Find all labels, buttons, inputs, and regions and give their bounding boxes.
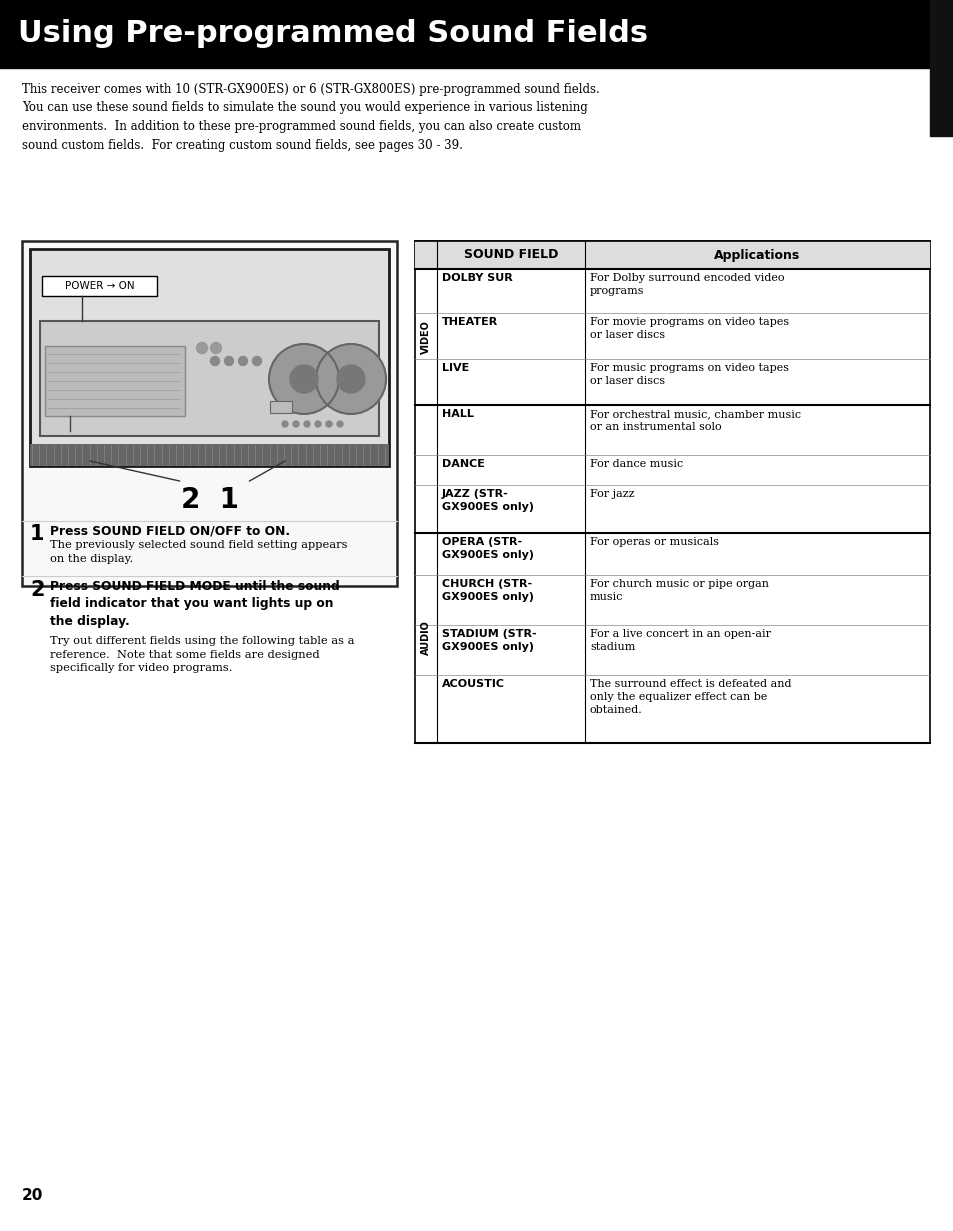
Circle shape (211, 342, 221, 353)
Bar (42, 276, 157, 295)
Bar (0, 0, 929, 68)
Bar (22, 241, 396, 586)
Text: DANCE: DANCE (441, 459, 484, 469)
Text: 2  1: 2 1 (180, 486, 238, 515)
Text: CHURCH (STR-
GX900ES only): CHURCH (STR- GX900ES only) (441, 579, 534, 602)
Text: 2: 2 (30, 580, 45, 599)
Circle shape (238, 357, 247, 366)
Circle shape (253, 357, 261, 366)
Text: For dance music: For dance music (589, 459, 682, 469)
Text: For music programs on video tapes
or laser discs: For music programs on video tapes or las… (589, 363, 788, 385)
Circle shape (336, 421, 343, 427)
Text: SOUND FIELD: SOUND FIELD (463, 249, 558, 261)
Text: HALL: HALL (441, 409, 474, 419)
Circle shape (224, 357, 233, 366)
Circle shape (290, 366, 317, 393)
Bar (929, 0, 953, 135)
Text: STADIUM (STR-
GX900ES only): STADIUM (STR- GX900ES only) (441, 629, 536, 651)
Text: For operas or musicals: For operas or musicals (589, 537, 719, 547)
Text: The surround effect is defeated and
only the equalizer effect can be
obtained.: The surround effect is defeated and only… (589, 680, 791, 715)
Text: POWER → ON: POWER → ON (65, 281, 134, 291)
Text: AUDIO: AUDIO (420, 620, 431, 655)
Text: For a live concert in an open-air
stadium: For a live concert in an open-air stadiu… (589, 629, 770, 651)
Text: For orchestral music, chamber music
or an instrumental solo: For orchestral music, chamber music or a… (589, 409, 801, 432)
Circle shape (304, 421, 310, 427)
Text: Press SOUND FIELD ON/OFF to ON.: Press SOUND FIELD ON/OFF to ON. (50, 524, 290, 537)
Bar (30, 249, 389, 467)
Text: VIDEO: VIDEO (420, 320, 431, 355)
Bar (45, 346, 185, 416)
Text: For movie programs on video tapes
or laser discs: For movie programs on video tapes or las… (589, 318, 788, 340)
Circle shape (315, 343, 386, 414)
Text: 1: 1 (30, 524, 45, 544)
Text: This receiver comes with 10 (STR-GX900ES) or 6 (STR-GX800ES) pre-programmed soun: This receiver comes with 10 (STR-GX900ES… (22, 82, 599, 151)
Text: LIVE: LIVE (441, 363, 469, 373)
Circle shape (293, 421, 298, 427)
Bar (270, 401, 292, 412)
Circle shape (196, 342, 208, 353)
Text: OPERA (STR-
GX900ES only): OPERA (STR- GX900ES only) (441, 537, 534, 560)
Text: Using Pre-programmed Sound Fields: Using Pre-programmed Sound Fields (18, 20, 647, 48)
Text: 20: 20 (22, 1188, 43, 1203)
Text: For Dolby surround encoded video
programs: For Dolby surround encoded video program… (589, 273, 783, 295)
Text: THEATER: THEATER (441, 318, 497, 327)
Bar (415, 241, 929, 270)
Text: JAZZ (STR-
GX900ES only): JAZZ (STR- GX900ES only) (441, 489, 534, 512)
Circle shape (282, 421, 288, 427)
Bar (415, 241, 929, 744)
Text: For jazz: For jazz (589, 489, 634, 499)
Text: ACOUSTIC: ACOUSTIC (441, 680, 504, 689)
Circle shape (336, 366, 365, 393)
Bar (40, 321, 378, 436)
Circle shape (211, 357, 219, 366)
Text: The previously selected sound field setting appears
on the display.: The previously selected sound field sett… (50, 540, 347, 564)
Text: Try out different fields using the following table as a
reference.  Note that so: Try out different fields using the follo… (50, 636, 355, 673)
Circle shape (326, 421, 332, 427)
Bar (30, 444, 389, 467)
Text: Applications: Applications (714, 249, 800, 261)
Text: DOLBY SUR: DOLBY SUR (441, 273, 512, 283)
Text: Press SOUND FIELD MODE until the sound
field indicator that you want lights up o: Press SOUND FIELD MODE until the sound f… (50, 580, 339, 628)
Text: For church music or pipe organ
music: For church music or pipe organ music (589, 579, 768, 602)
Circle shape (314, 421, 320, 427)
Circle shape (269, 343, 338, 414)
